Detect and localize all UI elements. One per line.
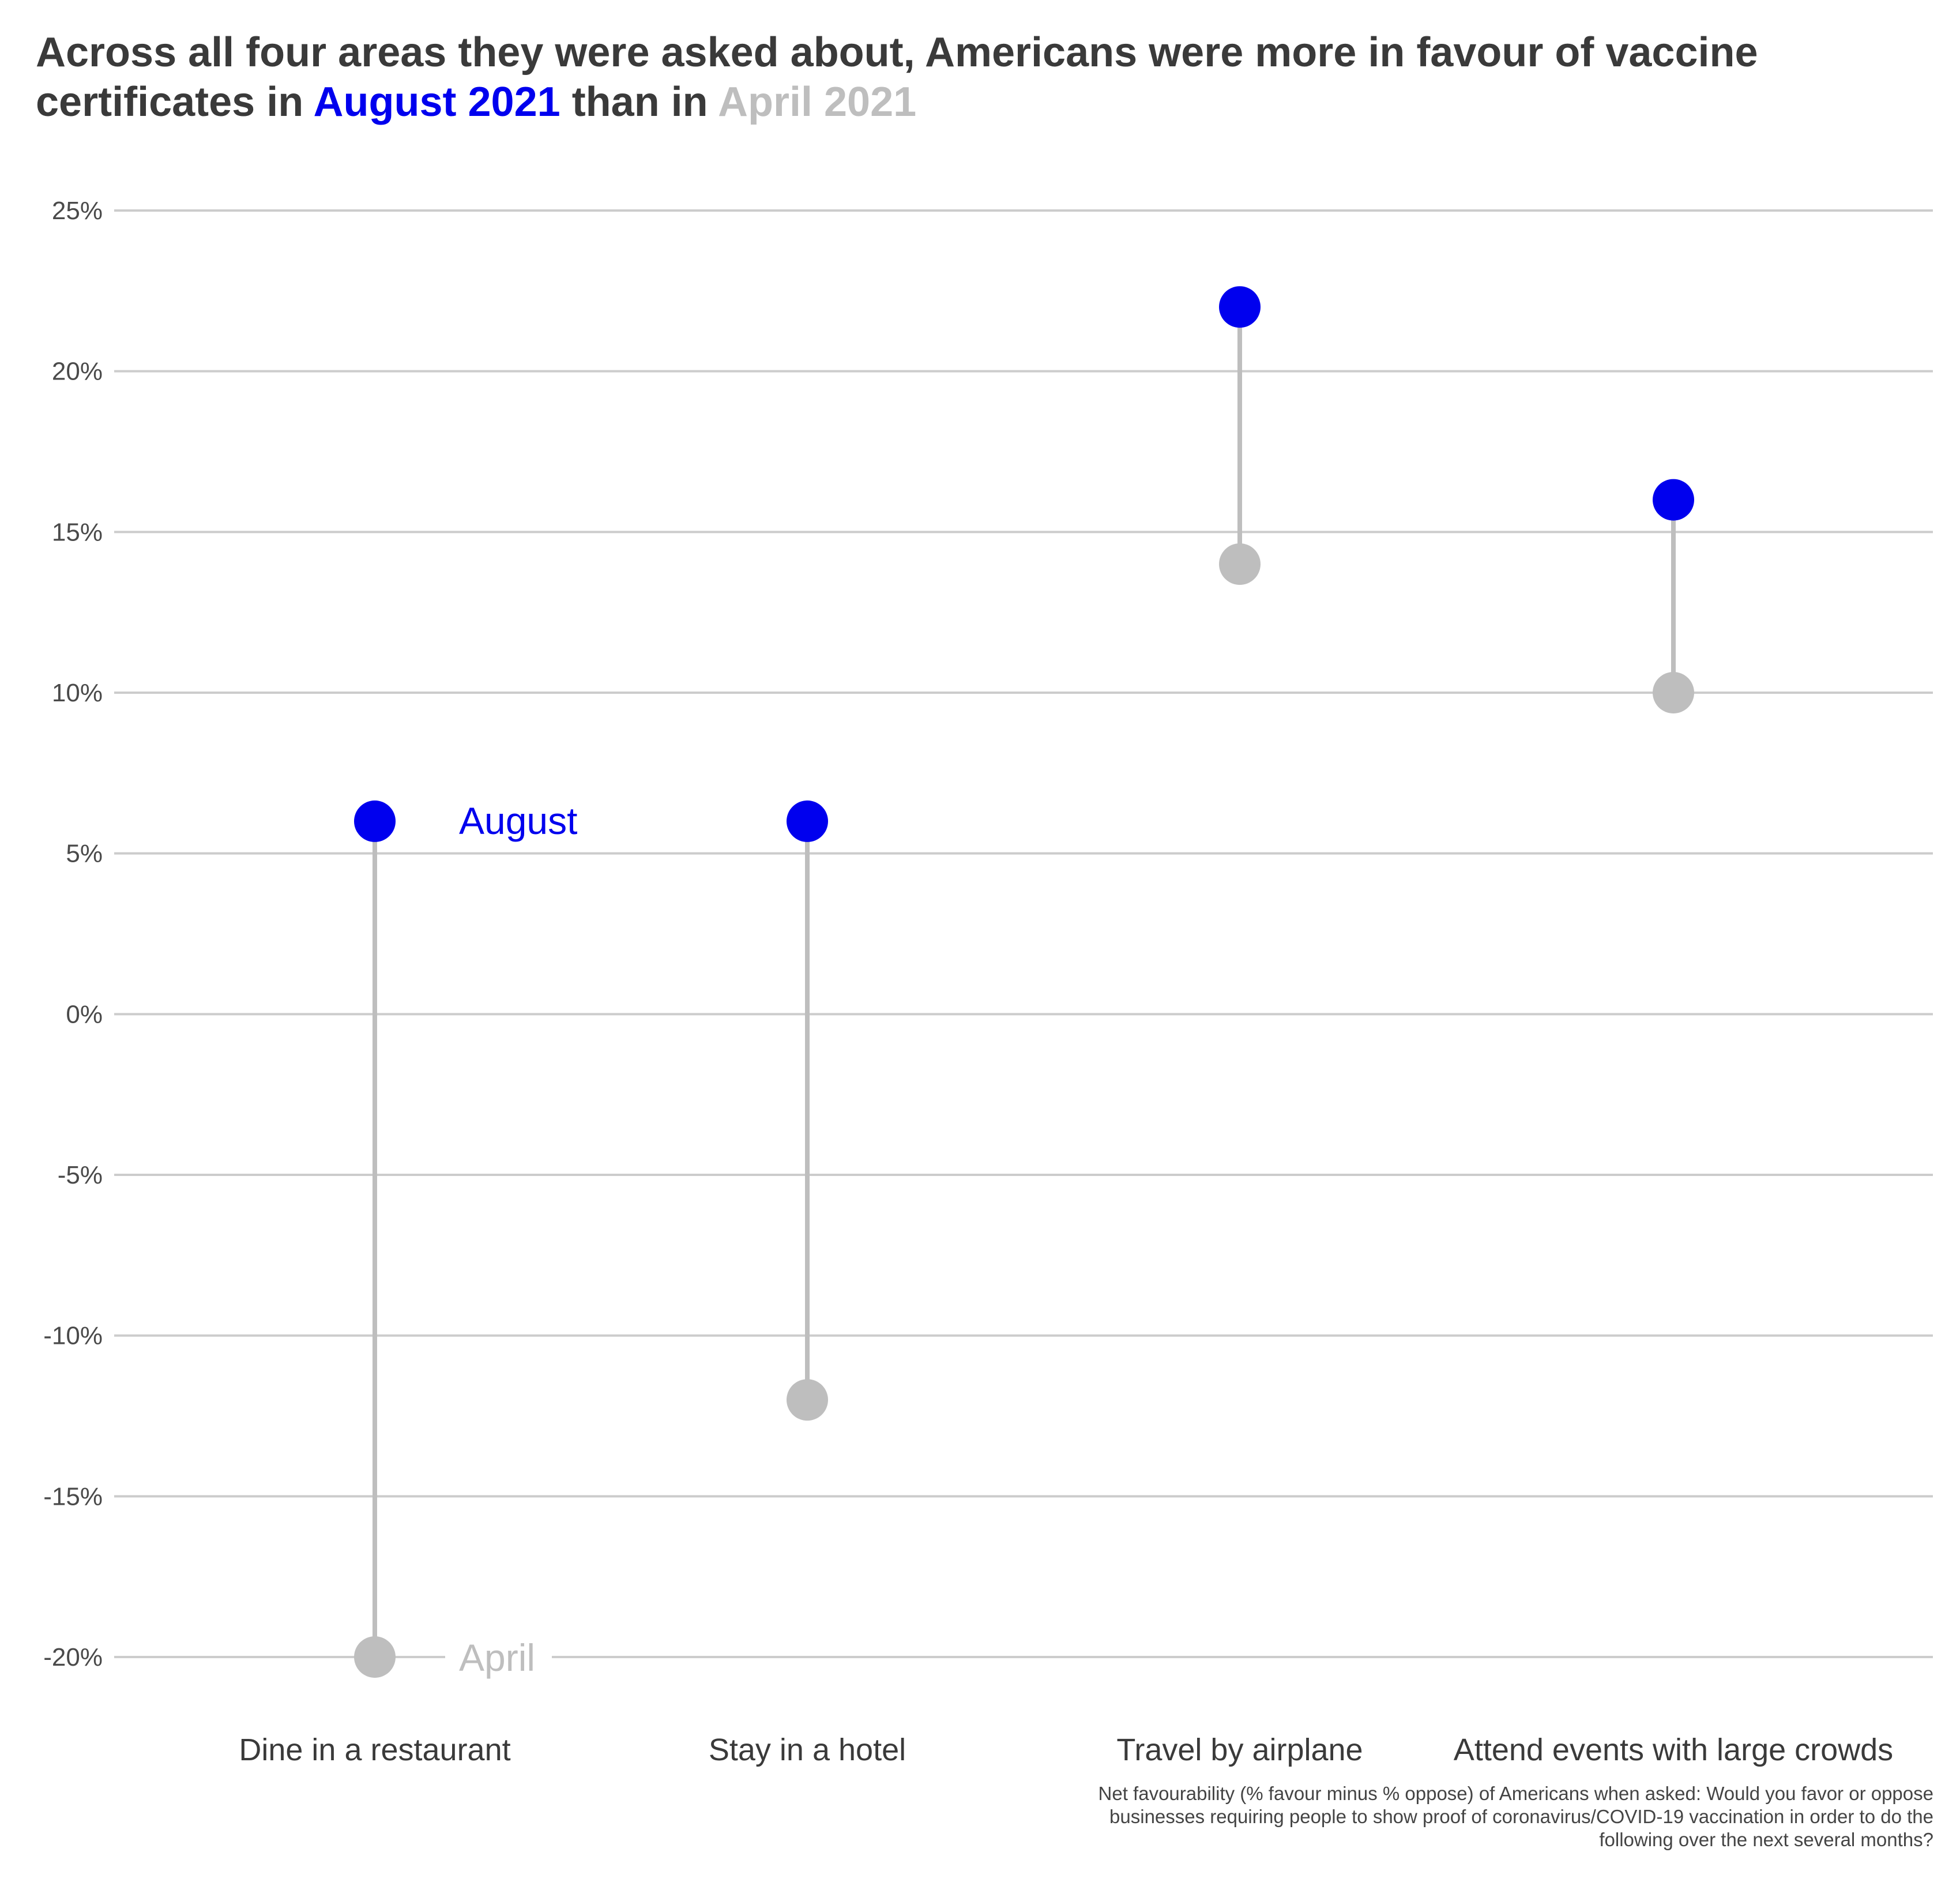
x-tick-labels: Dine in a restaurant Stay in a hotel Trave… — [239, 1733, 1893, 1767]
y-tick-label: -10% — [43, 1322, 103, 1350]
data-points — [354, 286, 1694, 1678]
april-point — [354, 1636, 396, 1678]
annotation-labels: August April — [445, 799, 577, 1680]
title-text-b: than in — [560, 79, 718, 125]
y-tick-label: 25% — [52, 197, 103, 225]
august-point — [1653, 479, 1694, 521]
april-annotation-background — [445, 1634, 552, 1680]
april-point — [1219, 543, 1261, 585]
august-point — [787, 800, 828, 842]
title-line-1: Across all four areas they were asked ab… — [36, 29, 1758, 76]
august-point — [1219, 286, 1261, 328]
title-april-highlight: April 2021 — [718, 79, 917, 125]
grid-lines — [114, 209, 1933, 1658]
y-tick-label: 20% — [52, 358, 103, 386]
y-tick-label: -15% — [43, 1482, 103, 1511]
x-category-label: Travel by airplane — [1116, 1733, 1363, 1767]
caption-line-1: Net favourability (% favour minus % oppo… — [1098, 1783, 1933, 1804]
y-tick-labels: 25% 20% 15% 10% 5% 0% -5% -10% -15% -20% — [43, 197, 103, 1671]
y-tick-label: -20% — [43, 1643, 103, 1671]
title-text-a: certificates in — [36, 79, 314, 125]
x-category-label: Attend events with large crowds — [1454, 1733, 1893, 1767]
y-tick-label: 15% — [52, 518, 103, 546]
y-tick-label: 5% — [66, 840, 103, 868]
y-tick-label: 10% — [52, 679, 103, 707]
chart-caption: Net favourability (% favour minus % oppo… — [1098, 1782, 1933, 1851]
april-annotation: April — [459, 1636, 535, 1679]
chart-title: Across all four areas they were asked ab… — [36, 28, 1758, 127]
y-tick-label: 0% — [66, 1000, 103, 1028]
august-annotation: August — [459, 799, 577, 842]
august-point — [354, 800, 396, 842]
caption-line-3: following over the next several months? — [1599, 1829, 1933, 1850]
dumbbell-segments — [373, 307, 1676, 1657]
title-august-highlight: August 2021 — [313, 79, 560, 125]
caption-line-2: businesses requiring people to show proo… — [1109, 1806, 1933, 1827]
x-category-label: Dine in a restaurant — [239, 1733, 510, 1767]
april-point — [1653, 672, 1694, 713]
x-category-label: Stay in a hotel — [709, 1733, 906, 1767]
y-tick-label: -5% — [58, 1161, 103, 1189]
title-line-2: certificates in August 2021 than in Apri… — [36, 77, 1758, 127]
april-point — [787, 1379, 828, 1421]
